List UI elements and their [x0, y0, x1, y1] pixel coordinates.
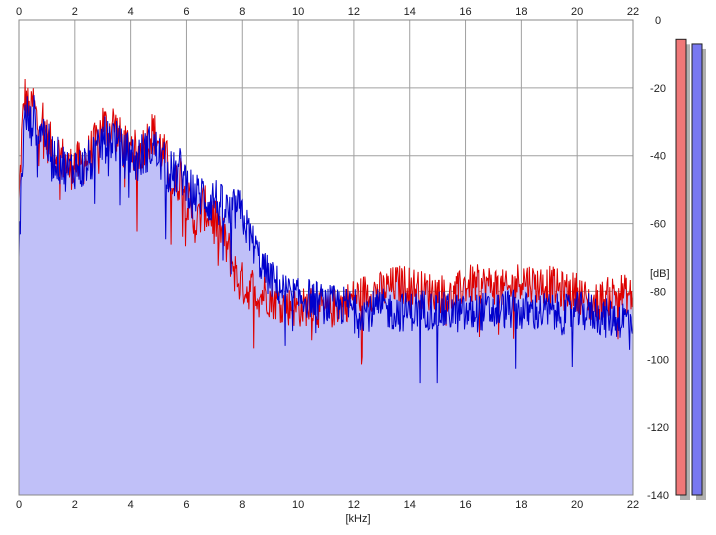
y-axis-title: [dB] [650, 268, 670, 280]
y-tick-label: -40 [650, 151, 666, 163]
x-tick-label-top: 10 [292, 6, 304, 18]
x-tick-label-top: 8 [239, 6, 245, 18]
x-tick-label-bottom: 12 [348, 499, 360, 511]
y-tick-label: -60 [650, 219, 666, 231]
x-tick-label-bottom: 14 [404, 499, 416, 511]
x-tick-label-top: 2 [72, 6, 78, 18]
x-tick-label-bottom: 2 [72, 499, 78, 511]
x-tick-label-top: 0 [16, 6, 22, 18]
x-tick-label-top: 18 [515, 6, 527, 18]
y-tick-label: -80 [650, 286, 666, 298]
spectrum-fill-area [19, 79, 633, 495]
x-axis-title: [kHz] [345, 513, 370, 525]
x-tick-label-bottom: 16 [459, 499, 471, 511]
level-meter-bar [691, 43, 703, 496]
y-tick-label: -20 [650, 83, 666, 95]
level-meter-bar [675, 38, 687, 496]
x-tick-label-bottom: 20 [571, 499, 583, 511]
x-tick-label-top: 12 [348, 6, 360, 18]
level-meters [675, 38, 706, 501]
x-tick-label-bottom: 18 [515, 499, 527, 511]
series-layer [18, 78, 634, 384]
plot-frame [18, 19, 634, 496]
y-tick-label: 0 [655, 15, 661, 27]
x-tick-label-top: 14 [404, 6, 416, 18]
y-tick-label: -100 [647, 354, 669, 366]
x-tick-label-bottom: 22 [627, 499, 639, 511]
x-tick-label-top: 22 [627, 6, 639, 18]
x-tick-label-top: 16 [459, 6, 471, 18]
x-tick-label-bottom: 6 [183, 499, 189, 511]
x-tick-label-top: 4 [128, 6, 134, 18]
series-line-2 [18, 95, 634, 384]
x-tick-label-top: 20 [571, 6, 583, 18]
x-tick-label-top: 6 [183, 6, 189, 18]
y-tick-label: -120 [647, 422, 669, 434]
x-tick-label-bottom: 4 [128, 499, 134, 511]
x-tick-label-bottom: 0 [16, 499, 22, 511]
tick-labels: 002244668810101212141416161818202022220-… [16, 6, 669, 511]
y-tick-label: -140 [647, 490, 669, 502]
x-tick-label-bottom: 8 [239, 499, 245, 511]
x-tick-label-bottom: 10 [292, 499, 304, 511]
